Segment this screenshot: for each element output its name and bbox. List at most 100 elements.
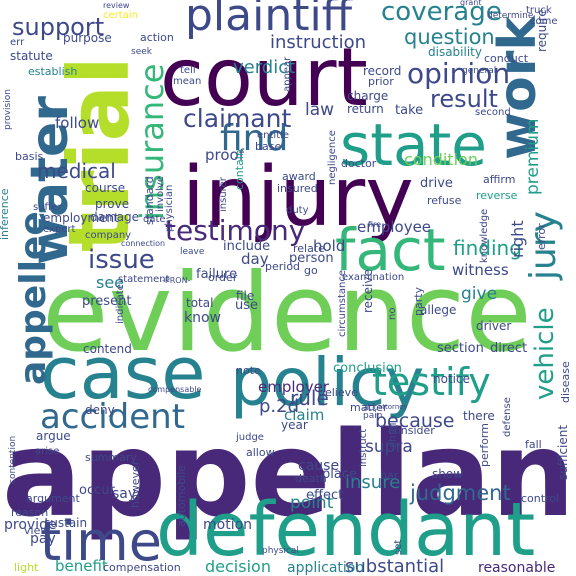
word-testify: testify [372, 360, 491, 404]
word-charge: charge [347, 89, 388, 103]
word-set: set [393, 540, 404, 555]
word-allege: allege [420, 303, 456, 317]
word-day: day [241, 250, 269, 268]
word-light: light [14, 561, 39, 574]
word-entitle: entitle [257, 130, 289, 141]
word-result: result [430, 85, 498, 113]
word-defense: defense [502, 397, 513, 437]
word-conduct: conduct [484, 52, 529, 65]
word-compensation: compensation [103, 561, 181, 574]
word-judge: judge [235, 432, 264, 443]
word-finding: finding [453, 236, 522, 260]
word-time: time [40, 510, 162, 573]
word-court: court [160, 31, 368, 124]
word-prove: prove [95, 197, 129, 211]
word-find: find [220, 118, 288, 159]
word-pain: pain [363, 411, 382, 421]
word-affirm: affirm [483, 173, 515, 186]
word-damage: damage [90, 210, 139, 224]
word-statement: statement [118, 274, 170, 285]
word-physical: physical [262, 546, 299, 556]
word-issue: issue [88, 245, 155, 275]
word-insure: insure [345, 472, 400, 493]
word-drive: drive [420, 176, 453, 191]
word-indicate: indicate [115, 284, 126, 324]
word-contend: contend [83, 342, 132, 356]
word-say: say [112, 486, 136, 502]
word-suffer: suffer [33, 202, 63, 213]
word-circumstance: circumstance [337, 270, 348, 337]
word-support: support [12, 13, 104, 41]
word-insurer: insurer [218, 176, 229, 212]
word-error: error [535, 223, 548, 250]
word-water: water [20, 96, 80, 265]
word-perform: perform [478, 423, 491, 467]
word-contain: contain [233, 149, 246, 190]
word-failure: failure [196, 267, 237, 282]
word-tell: tell [180, 65, 196, 76]
word-order: order [208, 271, 238, 284]
word-benefit: benefit [55, 557, 108, 575]
word-basis: basis [15, 150, 44, 163]
word-medical: medical [37, 159, 116, 183]
word-compensable: compensable [148, 385, 202, 394]
word-mean: mean [173, 76, 201, 87]
word-leave: leave [180, 247, 205, 257]
word-policy: policy [230, 344, 424, 421]
word-give: give [461, 284, 497, 304]
word-occur: occur [79, 483, 115, 498]
word-opinion: opinion [407, 57, 510, 90]
word-p-2d: p.2d [259, 396, 299, 417]
word-standard: standard [143, 176, 156, 225]
word-second: second [475, 107, 511, 118]
word-instruction: instruction [270, 32, 366, 53]
word-appear: appear [282, 56, 293, 92]
word-allow: allow [246, 446, 275, 459]
word-contention: contention [8, 436, 18, 484]
word-state: state [340, 111, 487, 179]
word-come: come [530, 16, 558, 27]
word-conclusion: conclusion [333, 361, 402, 376]
word-reason: reason [11, 506, 48, 519]
word-consider: consider [388, 424, 435, 437]
word-pron: -PRON- [162, 276, 191, 285]
word-effect: effect [306, 488, 343, 503]
word-record: record [363, 64, 401, 78]
word-examination: examination [342, 272, 404, 283]
word-attorney: attorney [378, 403, 408, 411]
word-inference: inference [0, 188, 11, 240]
word-reasonable: reasonable [478, 560, 555, 576]
word-establish: establish [28, 65, 77, 78]
word-right: right [508, 220, 527, 258]
word-course: course [85, 181, 125, 195]
word-physician: physician [164, 185, 175, 232]
word-expert: expert [43, 224, 76, 235]
word-follow: follow [55, 114, 99, 132]
word-bar: bar [380, 469, 399, 482]
word-doctor: doctor [341, 157, 377, 170]
word-instruct: instruct [358, 429, 369, 467]
word-disease: disease [559, 361, 572, 403]
word-refuse: refuse [427, 194, 462, 207]
word-show: show [432, 467, 463, 481]
word-determine: determine [487, 11, 534, 21]
word-testimony: testimony [165, 214, 305, 247]
word-because: because [375, 410, 454, 432]
word-seek: seek [131, 47, 153, 57]
word-present: present [82, 294, 131, 309]
word-use: use [235, 298, 258, 313]
word-certain: certain [103, 10, 138, 21]
word-see: see [96, 273, 124, 292]
word-notice: notice [433, 372, 470, 386]
word-fall: fall [525, 438, 542, 451]
word-verdict: verdict [233, 57, 295, 78]
word-require: require [535, 9, 549, 52]
word-argument: argument [26, 492, 80, 505]
word-application: application [287, 560, 364, 576]
word-appellee: appellee [13, 211, 54, 385]
word-connection: connection [121, 239, 165, 248]
word-law: law [305, 100, 334, 120]
word-knowledge: knowledge [479, 209, 490, 263]
word-matter: matter [350, 401, 388, 414]
word-question: question [404, 25, 495, 49]
